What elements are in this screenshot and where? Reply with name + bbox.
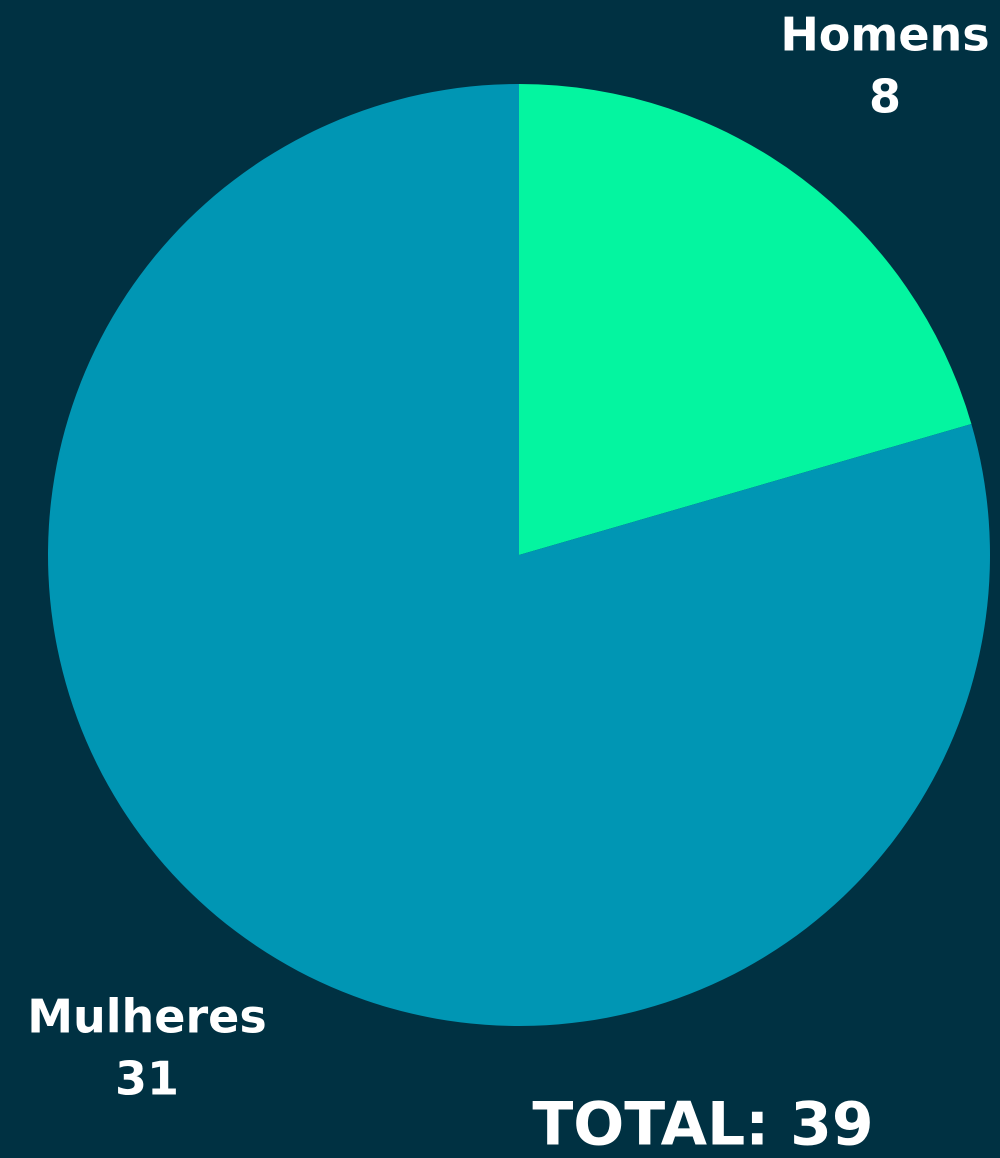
pie-slice — [519, 84, 972, 555]
slice-label: Mulheres — [27, 990, 267, 1044]
slice-label: Homens — [780, 8, 989, 62]
slice-value: 8 — [869, 70, 901, 124]
pie-slice — [48, 84, 991, 1026]
total-annotation: TOTAL: 39 — [532, 1090, 873, 1158]
slice-value: 31 — [115, 1052, 179, 1106]
